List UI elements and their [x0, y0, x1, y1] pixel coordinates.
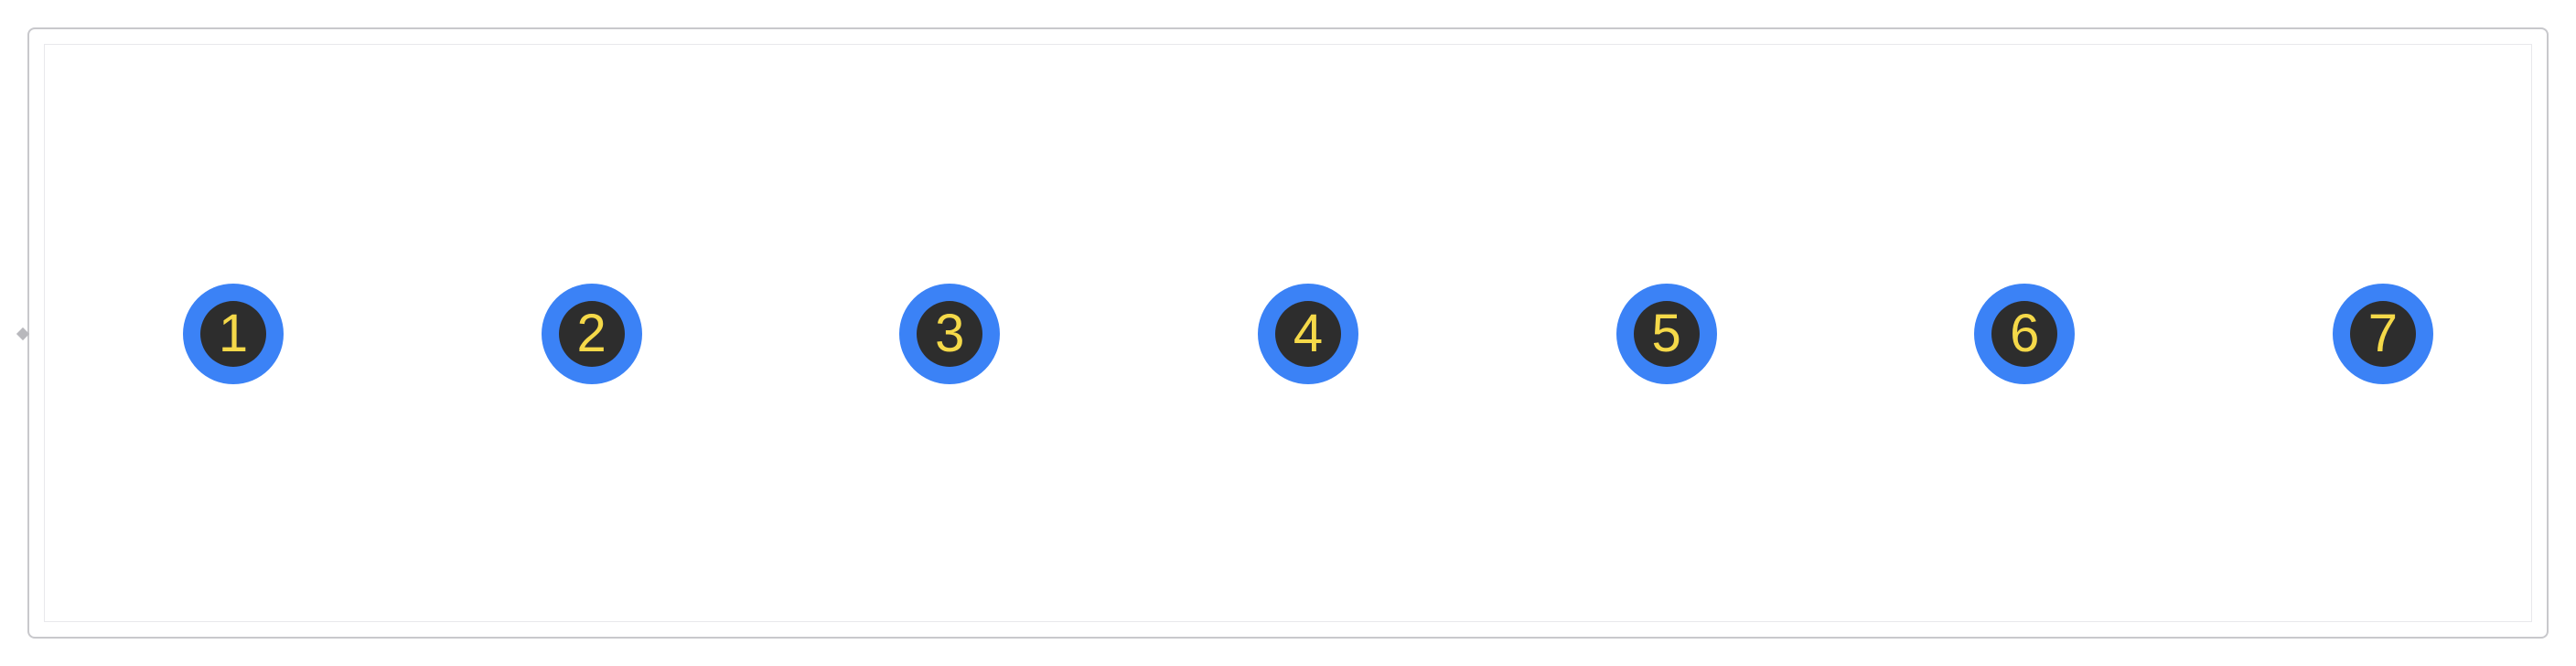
pin-inner-1: 1: [200, 301, 266, 367]
pin-label-4: 4: [1293, 307, 1323, 360]
pin-label-7: 7: [2368, 307, 2398, 360]
pin-label-3: 3: [935, 307, 964, 360]
pin-label-1: 1: [219, 307, 248, 360]
pin-inner-7: 7: [2350, 301, 2416, 367]
pin-5: 5: [1616, 284, 1717, 384]
pin-inner-2: 2: [559, 301, 625, 367]
pin-3: 3: [899, 284, 1000, 384]
pin-inner-3: 3: [917, 301, 982, 367]
pin-7: 7: [2333, 284, 2433, 384]
pin-inner-5: 5: [1634, 301, 1700, 367]
pin-6: 6: [1974, 284, 2075, 384]
pin-1: 1: [183, 284, 284, 384]
pin-4: 4: [1258, 284, 1358, 384]
pin-2: 2: [542, 284, 642, 384]
pin-label-5: 5: [1651, 307, 1680, 360]
pin-inner-6: 6: [1991, 301, 2057, 367]
pin-inner-4: 4: [1275, 301, 1341, 367]
pin-label-6: 6: [2010, 307, 2039, 360]
pin-label-2: 2: [577, 307, 606, 360]
pin-row: 1 2 3 4 5 6 7: [183, 284, 2433, 384]
